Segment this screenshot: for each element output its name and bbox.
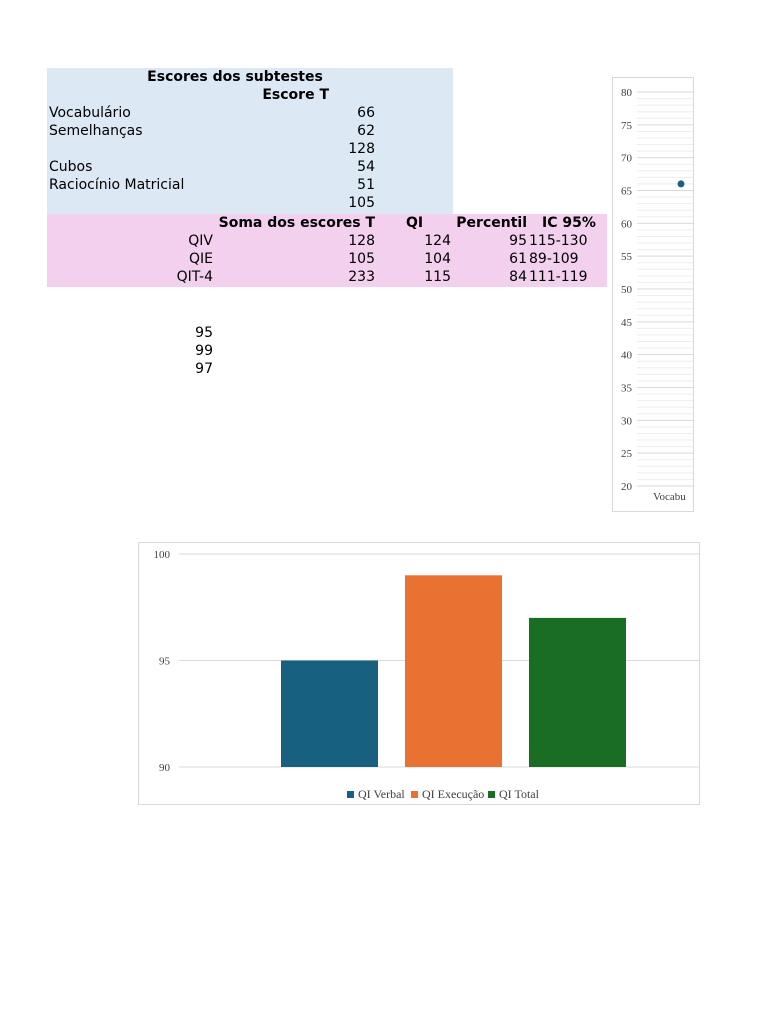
subtest-label: Vocabulário [49,105,131,121]
y-tick-label: 95 [159,656,171,668]
iq-sum: 128 [348,233,375,249]
iq-label: QIT-4 [176,269,213,285]
legend-label: QI Execução [422,787,484,801]
y-tick-label: 20 [621,481,633,493]
iq-sum: 233 [348,269,375,285]
legend-label: QI Total [499,787,540,801]
iq-percentil: 95 [509,233,527,249]
iq-label: QIE [189,251,213,267]
header-ic: IC 95% [542,215,596,231]
legend-swatch [488,791,495,798]
extra-value: 95 [195,325,213,341]
iq-value: 115 [424,269,451,285]
iq-percentil: 84 [509,269,527,285]
iq-ic: 115-130 [529,233,588,249]
y-tick-label: 50 [621,284,633,296]
y-tick-label: 65 [621,186,633,198]
y-tick-label: 25 [621,448,633,460]
subtest-label: Semelhanças [49,123,143,139]
y-tick-label: 80 [621,87,633,99]
escore-t-header: Escore T [262,87,329,103]
subtest-score: 128 [348,141,375,157]
iq-block [47,214,607,287]
y-tick-label: 90 [159,762,171,774]
y-tick-label: 60 [621,218,633,230]
y-tick-label: 30 [621,415,633,427]
y-tick-label: 45 [621,317,633,329]
iq-ic: 89-109 [529,251,579,267]
bar-qi-total [529,617,626,767]
extra-value: 97 [195,361,213,377]
subtest-score: 105 [348,195,375,211]
iq-ic: 111-119 [529,269,588,285]
subtests-block [47,68,453,214]
subtest-label: Cubos [49,159,93,175]
iq-value: 104 [424,251,451,267]
subtest-label: Raciocínio Matricial [49,177,185,193]
header-qi: QI [406,215,424,231]
bar-qi-verbal [281,660,378,767]
y-tick-label: 100 [154,549,171,561]
subtest-score: 54 [357,159,375,175]
iq-percentil: 61 [509,251,527,267]
legend-label: QI Verbal [358,787,405,801]
subtest-score: 66 [357,105,375,121]
x-tick-label: Vocabu [653,491,686,503]
iq-value: 124 [424,233,451,249]
y-tick-label: 40 [621,350,633,362]
iq-bar-chart: 90 95 100 QI Verbal QI Execução QI Total [138,542,700,805]
extra-value: 99 [195,343,213,359]
bar-qi-execução [405,575,502,767]
iq-label: QIV [188,233,213,249]
y-tick-label: 35 [621,383,633,395]
subtest-score: 62 [357,123,375,139]
y-tick-label: 75 [621,120,633,132]
header-percentil: Percentil [456,215,527,231]
y-tick-label: 55 [621,251,633,263]
iq-sum: 105 [348,251,375,267]
subtest-line-chart: 20 25 30 35 40 45 50 55 60 65 70 75 80 Vocabu [612,77,694,512]
bar-chart-svg: 90 95 100 QI Verbal QI Execução QI Total [154,549,699,801]
y-tick-label: 70 [621,153,633,165]
subtests-title: Escores dos subtestes [147,69,323,85]
data-point [677,180,685,188]
line-chart-svg: 20 25 30 35 40 45 50 55 60 65 70 75 80 Vocabu [621,87,693,503]
legend-swatch [411,791,418,798]
header-soma: Soma dos escores T [218,215,375,231]
subtest-score: 51 [357,177,375,193]
legend-swatch [347,791,354,798]
